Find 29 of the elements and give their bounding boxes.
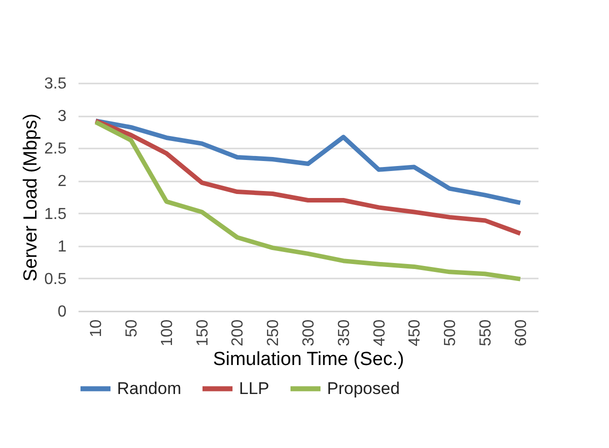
y-tick-label: 3 [58, 108, 67, 126]
y-tick-label: 2.5 [44, 140, 67, 158]
y-tick-label: 0.5 [44, 270, 67, 288]
x-tick-label: 550 [477, 319, 494, 346]
x-tick-label: 500 [442, 319, 460, 346]
line-series [93, 118, 523, 206]
y-tick-label: 1 [58, 238, 67, 256]
x-tick-label: 400 [371, 319, 388, 346]
y-tick-label: 1.5 [44, 206, 67, 223]
x-tick-label: 300 [300, 319, 318, 346]
y-tick-label: 2 [58, 173, 67, 190]
legend-label: LLP [239, 378, 270, 398]
x-tick-label: 50 [124, 319, 141, 338]
x-tick-label: 10 [88, 319, 106, 338]
line-series [93, 120, 523, 282]
x-tick-label: 600 [512, 319, 530, 346]
y-tick-label: 3.5 [44, 76, 67, 92]
y-axis-title: Server Load (Mbps) [20, 114, 42, 282]
line-series [93, 118, 523, 236]
x-tick-label: 350 [336, 319, 353, 346]
x-tick-label: 450 [406, 319, 424, 346]
x-tick-label: 250 [265, 319, 282, 346]
x-axis-title: Simulation Time (Sec.) [212, 349, 404, 370]
x-tick-label: 200 [230, 319, 247, 346]
x-tick-label: 150 [194, 319, 212, 346]
x-tick-label: 100 [158, 319, 176, 346]
legend-label: Proposed [327, 378, 400, 398]
y-tick-label: 0 [58, 304, 67, 320]
legend-label: Random [117, 378, 182, 398]
